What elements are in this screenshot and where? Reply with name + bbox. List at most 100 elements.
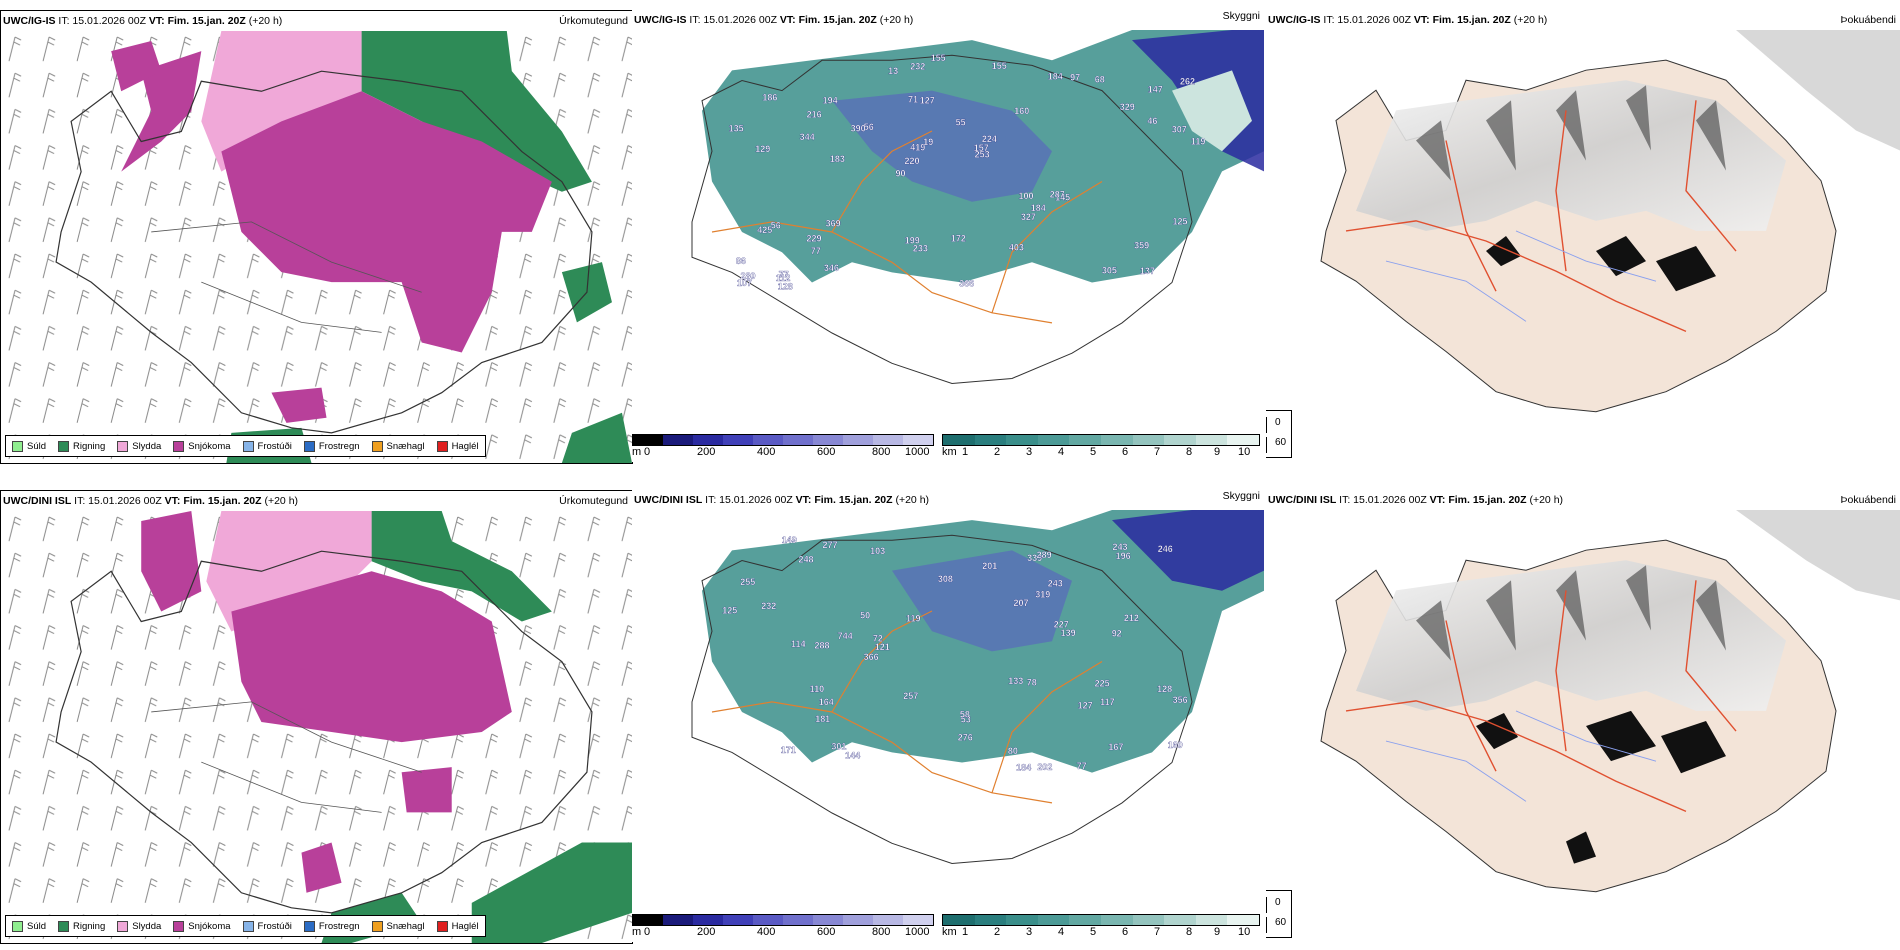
ceiling-value-label: 232	[761, 601, 776, 611]
fog-key: 0 60	[1266, 890, 1292, 938]
colorbar-swatch	[843, 435, 873, 445]
legend-swatch	[371, 920, 383, 932]
ceiling-value-label: 78	[1027, 677, 1037, 687]
ceiling-colorbar-swatches	[632, 914, 934, 926]
colorbar-swatch	[1227, 915, 1259, 925]
colorbar-swatch	[1100, 915, 1133, 925]
ceiling-value-label: 199	[905, 235, 920, 245]
visibility-tick: 9	[1214, 926, 1221, 938]
colorbar-swatch	[943, 435, 975, 445]
init-time: IT: 15.01.2026 00Z	[58, 15, 146, 27]
visibility-tick: 1	[962, 446, 969, 458]
ceiling-colorbar: m 0 200 400 600 800 1000	[632, 914, 937, 940]
field-name: Úrkomutegund	[559, 495, 628, 507]
lead-time: (+20 h)	[248, 15, 283, 27]
ceiling-value-label: 137	[1140, 266, 1155, 276]
fog-key-value: 60	[1275, 437, 1287, 448]
colorbar-swatch	[633, 915, 663, 925]
ceiling-tick: 400	[757, 446, 776, 458]
legend-swatch	[303, 920, 315, 932]
ceiling-value-label: 144	[845, 751, 860, 761]
panel-header: UWC/IG-IS IT: 15.01.2026 00Z VT: Fim. 15…	[1, 11, 632, 31]
ceiling-value-label: 356	[1173, 695, 1188, 705]
visibility-tick: 1	[962, 926, 969, 938]
visibility-tick: 9	[1214, 446, 1221, 458]
ceiling-value-label: 53	[961, 714, 971, 724]
legend-item: Frostregn	[303, 440, 360, 452]
valid-time: VT: Fim. 15.jan. 20Z	[795, 494, 893, 506]
legend-item: Snjókoma	[173, 920, 231, 932]
legend-item: Frostúði	[242, 920, 292, 932]
field-name: Skyggni	[1222, 10, 1260, 22]
colorbar-swatch	[1100, 435, 1133, 445]
ceiling-value-label: 107	[737, 278, 752, 288]
model-name: UWC/DINI ISL	[1268, 494, 1337, 506]
ceiling-value-label: 90	[896, 169, 906, 179]
ceiling-value-label: 287	[1050, 189, 1065, 199]
visibility-colorbar: km 1 2 3 4 5 6 7 8 9 10	[942, 914, 1262, 940]
visibility-tick: 2	[994, 926, 1001, 938]
ceiling-unit: m	[632, 446, 642, 458]
ceiling-value-label: 366	[864, 652, 879, 662]
ceiling-value-label: 77	[811, 246, 821, 256]
ceiling-value-label: 257	[903, 691, 918, 701]
legend-swatch	[242, 440, 254, 452]
visibility-tick: 8	[1186, 446, 1193, 458]
ceiling-value-label: 71	[908, 95, 918, 105]
ceiling-value-label: 121	[875, 642, 890, 652]
legend-item: Rigning	[58, 920, 105, 932]
fog-key-swatch	[1266, 437, 1267, 453]
colorbar-swatch	[723, 435, 753, 445]
ceiling-tick: 0	[644, 926, 651, 938]
legend-item: Haglél	[436, 440, 479, 452]
ceiling-value-label: 346	[824, 263, 839, 273]
ceiling-value-label: 128	[1157, 684, 1172, 694]
legend-swatch	[173, 920, 185, 932]
panel-header: UWC/IG-IS IT: 15.01.2026 00Z VT: Fim. 15…	[1266, 10, 1900, 30]
valid-time: VT: Fim. 15.jan. 20Z	[164, 495, 262, 507]
colorbar-swatch	[1195, 435, 1228, 445]
visibility-tick: 5	[1090, 446, 1097, 458]
field-name: Úrkomutegund	[559, 15, 628, 27]
ceiling-value-label: 276	[958, 733, 973, 743]
visibility-tick: 4	[1058, 926, 1065, 938]
ceiling-value-label: 127	[920, 95, 935, 105]
fog-index-panel-bottom: UWC/DINI ISL IT: 15.01.2026 00Z VT: Fim.…	[1266, 490, 1900, 942]
ceiling-visibility-panel-bottom: UWC/DINI ISL IT: 15.01.2026 00Z VT: Fim.…	[632, 490, 1264, 942]
ceiling-value-label: 246	[1158, 544, 1173, 554]
fog-key-value: 0	[1275, 897, 1281, 908]
ceiling-value-label: 196	[1116, 551, 1131, 561]
valid-time: VT: Fim. 15.jan. 20Z	[1429, 494, 1527, 506]
lead-time: (+20 h)	[1513, 14, 1548, 26]
colorbar-swatch	[813, 435, 843, 445]
precip-type-panel-bottom: UWC/DINI ISL IT: 15.01.2026 00Z VT: Fim.…	[0, 490, 633, 944]
colorbar-swatch	[1132, 435, 1165, 445]
colorbar-swatch	[783, 915, 813, 925]
ceiling-value-label: 160	[1014, 106, 1029, 116]
legend-swatch	[242, 920, 254, 932]
legend-item: Rigning	[58, 440, 105, 452]
ceiling-value-label: 280	[741, 271, 756, 281]
fog-map	[1266, 30, 1900, 462]
init-time: IT: 15.01.2026 00Z	[74, 495, 162, 507]
ceiling-value-label: 369	[826, 219, 841, 229]
ceiling-value-label: 112	[776, 273, 791, 283]
visibility-tick: 7	[1154, 446, 1161, 458]
colorbar-swatch	[663, 435, 693, 445]
precip-map	[1, 511, 632, 943]
ceiling-value-label: 212	[1124, 613, 1139, 623]
legend-swatch	[117, 440, 129, 452]
colorbar-swatch	[873, 435, 903, 445]
ceiling-value-label: 289	[1037, 550, 1052, 560]
ceiling-value-label: 56	[864, 122, 874, 132]
colorbar-swatch	[1037, 435, 1070, 445]
visibility-tick: 4	[1058, 446, 1065, 458]
colorbar-swatch	[1164, 435, 1196, 445]
ceiling-value-label: 183	[830, 154, 845, 164]
legend-swatch	[436, 920, 448, 932]
ceiling-value-label: 56	[771, 220, 781, 230]
legend-item: Snæhagl	[371, 920, 425, 932]
lead-time: (+20 h)	[264, 495, 299, 507]
legend-item: Snæhagl	[371, 440, 425, 452]
valid-time: VT: Fim. 15.jan. 20Z	[148, 15, 246, 27]
